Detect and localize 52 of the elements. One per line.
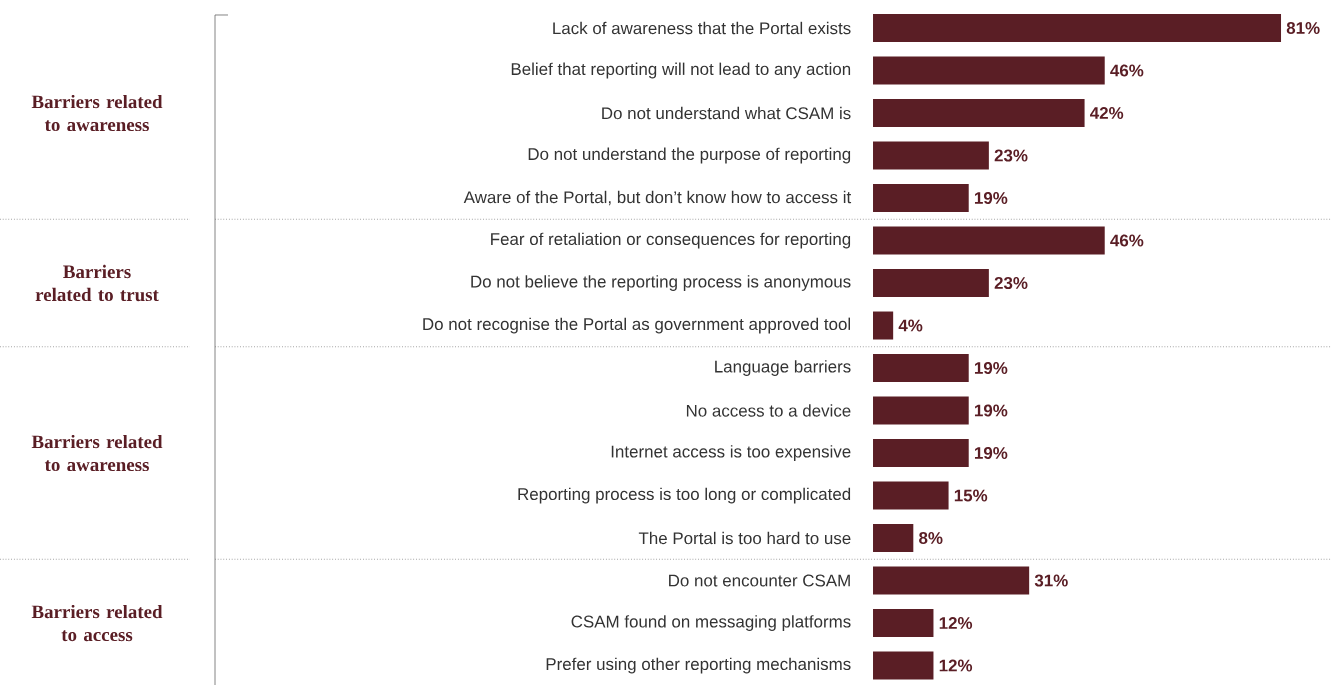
- bar: [873, 99, 1085, 128]
- data-label: 81%: [1286, 22, 1320, 35]
- data-label: 19%: [974, 362, 1008, 375]
- bar: [873, 141, 989, 170]
- y-tick-label: Do not encounter CSAM: [669, 574, 850, 587]
- y-tick-label: Do not believe the reporting process is anonymous: [471, 275, 851, 291]
- y-tick-label: Reporting process is too long or complicated: [518, 487, 851, 504]
- text: Barriers related to awareness: [31, 434, 163, 472]
- y-tick-label: Lack of awareness that the Portal exists: [553, 21, 851, 35]
- bar: [873, 14, 1282, 43]
- bar: [873, 524, 914, 553]
- bar: [873, 354, 969, 383]
- text: Barriers related to awareness: [31, 94, 163, 132]
- bar: [873, 56, 1105, 85]
- data-label: 46%: [1110, 64, 1144, 77]
- data-label: 4%: [898, 319, 923, 332]
- y-tick-label: Fear of retaliation or consequences for reporting: [491, 232, 851, 249]
- y-tick-label: CSAM found on messaging platforms: [571, 615, 851, 631]
- data-label: 23%: [994, 277, 1028, 290]
- data-label: 23%: [994, 149, 1028, 162]
- text: Barriers related to trust: [35, 264, 159, 302]
- bar: [873, 651, 934, 680]
- y-tick-label: Belief that reporting will not lead to any action: [511, 62, 851, 79]
- bar: [873, 481, 949, 510]
- data-label: 8%: [919, 532, 943, 545]
- data-label: 31%: [1034, 574, 1068, 587]
- y-tick-label: Do not understand what CSAM is: [602, 106, 851, 120]
- y-tick-label: Aware of the Portal, but don’t know how to access it: [463, 190, 852, 206]
- data-label: 19%: [974, 447, 1008, 460]
- bar: [873, 609, 934, 638]
- y-tick-label: Prefer using other reporting mechanisms: [546, 657, 851, 674]
- bar: [873, 396, 969, 425]
- bar: [873, 439, 969, 468]
- text: Barriers related to access: [31, 604, 163, 642]
- y-tick-label: Do not understand the purpose of reporting: [528, 147, 851, 164]
- y-tick-label: Language barriers: [715, 360, 851, 376]
- y-tick-label: Do not recognise the Portal as government approved tool: [423, 317, 851, 334]
- data-label: 12%: [939, 617, 973, 629]
- y-tick-label: The Portal is too hard to use: [638, 531, 851, 545]
- bar: [873, 311, 894, 340]
- data-label: 12%: [939, 659, 973, 672]
- data-label: 15%: [954, 489, 988, 502]
- bar: [873, 226, 1105, 255]
- data-label: 46%: [1110, 234, 1144, 247]
- bar: [873, 269, 989, 298]
- y-tick-label: No access to a device: [686, 404, 851, 417]
- y-tick-label: Internet access is too expensive: [611, 445, 851, 461]
- data-label: 19%: [974, 192, 1008, 205]
- data-label: 42%: [1090, 107, 1124, 119]
- bar: [873, 566, 1030, 595]
- bar: [873, 184, 969, 213]
- data-label: 19%: [974, 404, 1008, 417]
